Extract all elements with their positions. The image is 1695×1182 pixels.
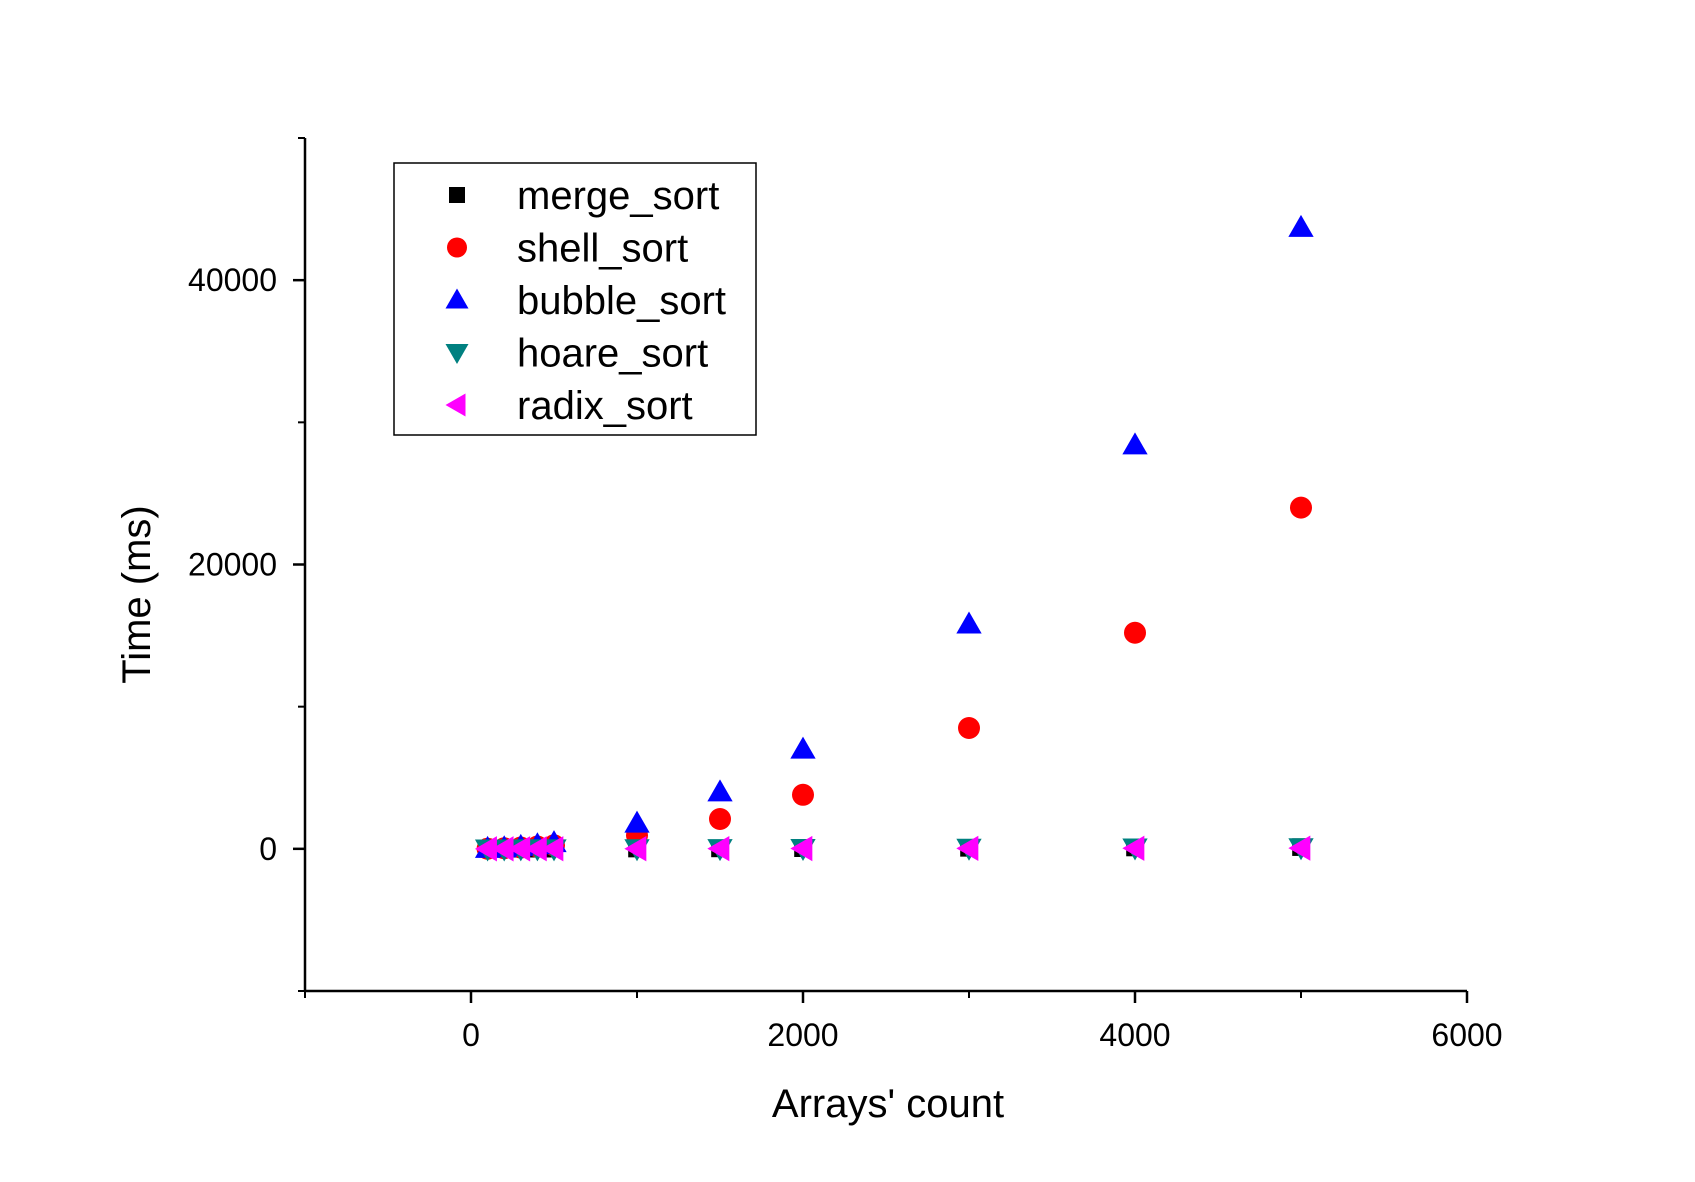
data-point [790, 736, 816, 759]
data-point [958, 716, 980, 739]
legend-marker [445, 344, 469, 364]
legend-label: radix_sort [517, 384, 693, 428]
data-point [1122, 835, 1145, 861]
series-merge_sort [478, 838, 1310, 858]
y-tick-label: 20000 [188, 547, 277, 583]
x-tick-label: 6000 [1431, 1017, 1502, 1053]
legend-label: shell_sort [517, 227, 688, 271]
data-point [524, 836, 547, 862]
y-tick-label: 0 [259, 831, 277, 867]
data-point [624, 810, 650, 833]
data-point [956, 611, 982, 634]
legend-label: merge_sort [517, 174, 719, 218]
data-point [1290, 496, 1312, 519]
legend-marker [449, 187, 465, 203]
series-shell_sort [476, 496, 1312, 860]
data-point [707, 779, 733, 802]
y-axis-title: Time (ms) [115, 505, 159, 683]
x-tick-label: 2000 [767, 1017, 838, 1053]
x-axis-title: Arrays' count [772, 1082, 1004, 1126]
y-tick-label: 40000 [188, 262, 277, 298]
series-radix_sort [474, 835, 1311, 862]
x-tick-label: 0 [462, 1017, 480, 1053]
data-point [508, 836, 531, 862]
data-point [792, 783, 814, 806]
x-tick-label: 4000 [1099, 1017, 1170, 1053]
data-point [624, 836, 647, 862]
legend: merge_sort shell_sort bubble_sort hoare_sor… [393, 162, 757, 436]
data-point [707, 835, 730, 862]
data-point [709, 807, 731, 830]
y-axis-ticks: 0 20000 40000 [188, 137, 305, 992]
data-point [491, 836, 514, 862]
data-point [1288, 214, 1314, 237]
legend-marker [445, 288, 469, 309]
series-hoare_sort [474, 838, 1314, 862]
legend-marker [445, 393, 466, 417]
data-point [541, 836, 564, 862]
x-axis-ticks: 0 2000 4000 6000 [304, 991, 1503, 1053]
legend-marker [447, 237, 467, 258]
data-point [1122, 432, 1148, 455]
data-point [1124, 621, 1146, 644]
legend-label: bubble_sort [517, 279, 726, 323]
data-points [474, 214, 1314, 862]
data-point [474, 836, 497, 862]
data-point [956, 835, 979, 862]
data-point [1288, 835, 1311, 861]
data-point [790, 835, 813, 862]
legend-label: hoare_sort [517, 332, 708, 376]
